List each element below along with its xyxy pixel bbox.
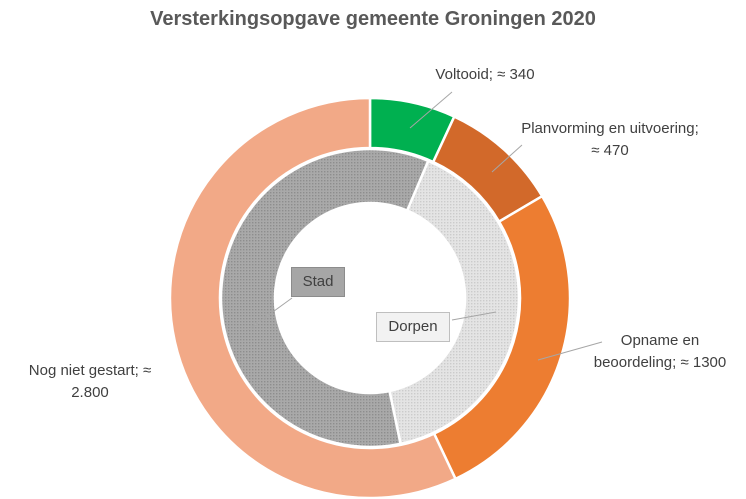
- ring-texture: [222, 150, 427, 446]
- data-label: Dorpen: [376, 312, 450, 342]
- data-label: Opname en beoordeling; ≈ 1300: [593, 332, 727, 371]
- chart-title: Versterkingsopgave gemeente Groningen 20…: [150, 8, 596, 30]
- data-label: Planvorming en uitvoering; ≈ 470: [521, 120, 699, 159]
- data-label: Nog niet gestart; ≈ 2.800: [28, 362, 152, 401]
- data-label: Voltooid; ≈ 340: [435, 66, 535, 83]
- ring-texture: [390, 162, 518, 443]
- leader-lines: [247, 91, 603, 361]
- data-label: Stad: [291, 267, 345, 297]
